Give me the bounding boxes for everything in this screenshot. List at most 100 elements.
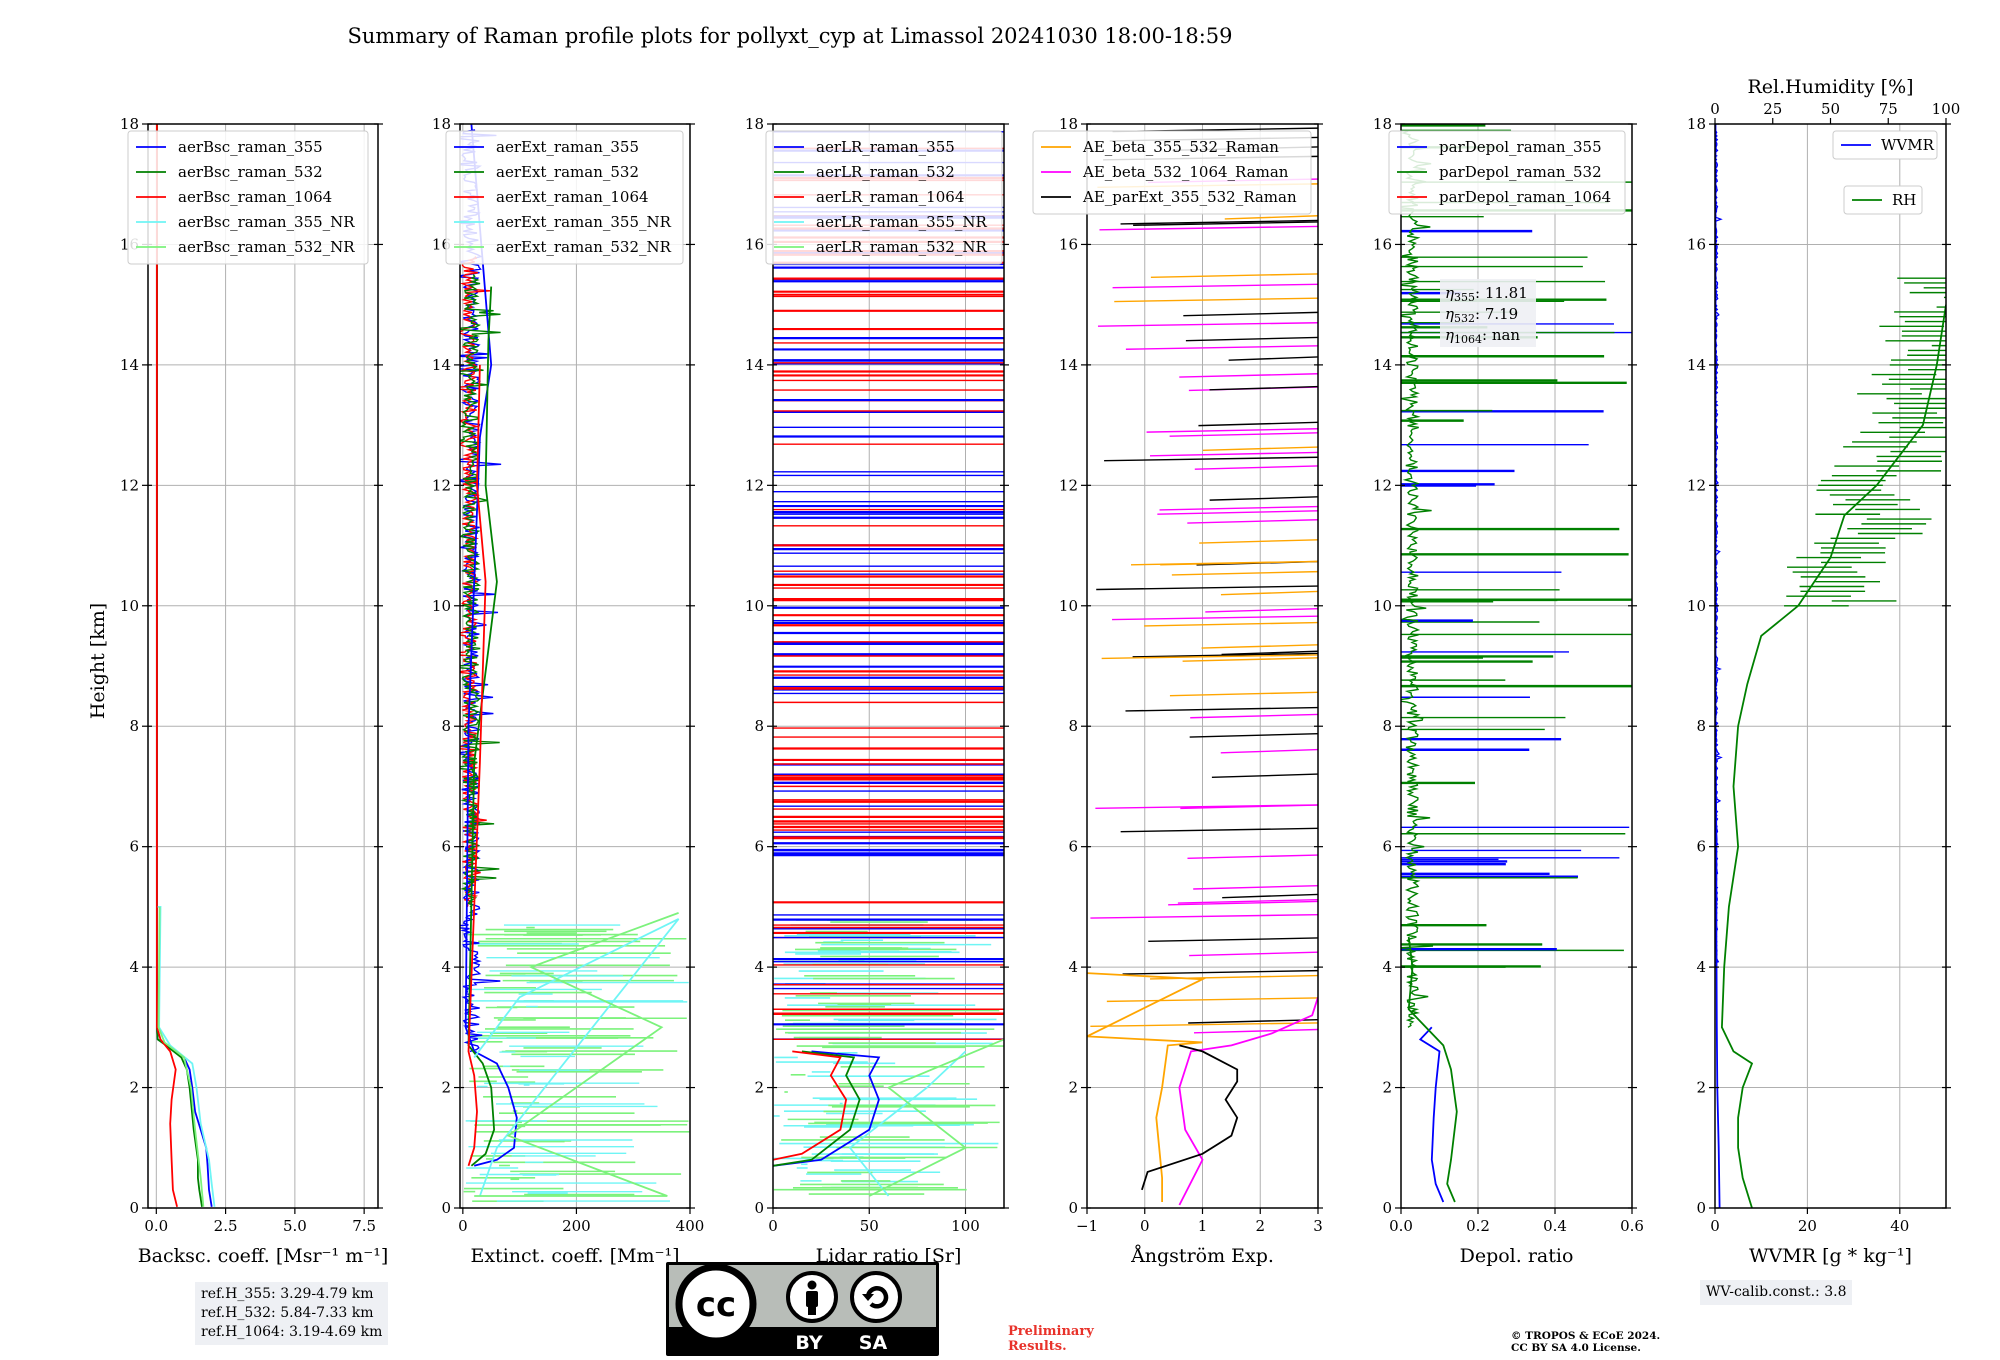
angstrom-segment [1132, 652, 1318, 658]
y-tick-label: 0 [1382, 1199, 1392, 1217]
legend-box [1032, 130, 1312, 215]
angstrom-segment [1125, 706, 1318, 712]
angstrom-segment [1189, 951, 1318, 957]
series-line-parDepol_raman_355 [1418, 1026, 1445, 1203]
y-tick-label: 10 [1373, 597, 1392, 615]
y-tick-label: 4 [1068, 958, 1078, 976]
y-tick-label: 8 [1068, 717, 1078, 735]
legend-entry: aerLR_raman_532 [816, 163, 955, 181]
x-tick-label: 0.2 [1466, 1217, 1490, 1235]
y-tick-label: 8 [1696, 717, 1706, 735]
panel-1-data [155, 124, 216, 1208]
angstrom-segment [1228, 356, 1318, 361]
eta-annotation: η532: 7.19 [1445, 305, 1518, 325]
ref-h-1064: ref.H_1064: 3.19-4.69 km [201, 1324, 383, 1340]
copyright-line-1: © TROPOS & ECoE 2024. [1511, 1330, 1661, 1342]
badge-by-text: BY [795, 1332, 822, 1354]
x-tick-label: 200 [562, 1217, 591, 1235]
y-tick-label: 12 [432, 476, 451, 494]
y-tick-label: 4 [1696, 958, 1706, 976]
y-tick-label: 6 [1382, 838, 1392, 856]
x-tick-label: 40 [1890, 1217, 1909, 1235]
top-tick-label: 50 [1821, 100, 1840, 118]
y-tick-label: 8 [1382, 717, 1392, 735]
legend-entry: aerLR_raman_1064 [816, 188, 964, 206]
angstrom-segment [1209, 385, 1318, 391]
series-line-AE_beta_532_1064_Raman [1178, 996, 1318, 1206]
y-tick-label: 16 [745, 235, 764, 253]
series-line-aerExt_raman_355 [464, 124, 518, 1167]
angstrom-segment [1211, 773, 1318, 779]
y-tick-label: 0 [129, 1199, 139, 1217]
angstrom-segment [1157, 510, 1318, 515]
y-tick-label: 8 [441, 717, 451, 735]
eta-annotation-box [1440, 279, 1536, 347]
y-tick-label: 4 [441, 958, 451, 976]
series-line-aerLR_raman_355 [773, 1050, 881, 1167]
legend-entry: aerExt_raman_355 [496, 138, 639, 156]
angstrom-segment [1221, 650, 1318, 656]
angstrom-segment [1180, 804, 1318, 810]
panel-3-data [773, 131, 1004, 1197]
angstrom-segment [1106, 997, 1318, 1003]
angstrom-segment [1199, 539, 1318, 544]
angstrom-segment [1090, 1022, 1318, 1028]
legend-entry: aerBsc_raman_1064 [178, 188, 332, 206]
angstrom-segment [1144, 621, 1318, 627]
angstrom-segment [1205, 607, 1318, 613]
x-tick-label: 0.6 [1620, 1217, 1644, 1235]
legend-entry: aerLR_raman_355 [816, 138, 955, 156]
y-tick-label: 12 [120, 476, 139, 494]
y-tick-label: 18 [1687, 115, 1706, 133]
series-line-aerLR_raman_1064 [773, 1050, 848, 1161]
x-axis-label: Lidar ratio [Sr] [816, 1245, 962, 1267]
legend-entry: aerBsc_raman_355_NR [178, 213, 355, 231]
legend-entry: aerBsc_raman_532_NR [178, 238, 355, 256]
y-tick-label: 2 [1068, 1079, 1078, 1097]
y-tick-label: 14 [120, 356, 139, 374]
x-tick-label: 0 [768, 1217, 778, 1235]
angstrom-segment [1148, 937, 1318, 943]
x-axis-label: WVMR [g * kg⁻¹] [1749, 1245, 1912, 1267]
angstrom-segment [1188, 1018, 1318, 1024]
profile-noise [1401, 130, 1434, 1028]
series-line-aerExt_raman_532_NR [474, 912, 679, 1197]
legend-entry: AE_beta_532_1064_Raman [1082, 163, 1289, 181]
angstrom-segment [1169, 432, 1318, 437]
x-tick-label: 5.0 [283, 1217, 307, 1235]
y-tick-label: 14 [432, 356, 451, 374]
angstrom-segment [1160, 560, 1318, 566]
angstrom-segment [1190, 713, 1318, 719]
series-line-aerLR_raman_532_NR [868, 1038, 1004, 1197]
figure-title: Summary of Raman profile plots for polly… [347, 24, 1232, 48]
x-tick-label: 400 [676, 1217, 705, 1235]
y-tick-label: 16 [1687, 235, 1706, 253]
legend-box [127, 130, 369, 265]
preliminary-line-1: Preliminary [1008, 1324, 1094, 1339]
y-tick-label: 18 [745, 115, 764, 133]
y-tick-label: 14 [745, 356, 764, 374]
series-line-parDepol_raman_532 [1407, 936, 1458, 1203]
angstrom-segment [1209, 496, 1318, 501]
axes-frame [1400, 123, 1633, 1209]
x-tick-label: 0 [1710, 1217, 1720, 1235]
x-tick-label: 0 [1140, 1217, 1150, 1235]
series-line-RH [1720, 304, 1946, 1208]
x-tick-label: 3 [1313, 1217, 1323, 1235]
ref-h-532: ref.H_532: 5.84-7.33 km [201, 1305, 374, 1321]
angstrom-segment [1220, 748, 1318, 754]
angstrom-segment [1149, 451, 1318, 457]
profile-noise [460, 256, 491, 908]
panel-1: 0.02.55.07.5024681012141618Backsc. coeff… [120, 115, 388, 1267]
angstrom-segment [1097, 322, 1318, 327]
x-tick-label: 0.4 [1543, 1217, 1567, 1235]
angstrom-segment [1187, 854, 1318, 860]
panel-5: 0.0 0.2 0.4 0.6 0 2 4 6 8 10 12 14 16 18 Depol. ratio p… [1373, 115, 1644, 1267]
angstrom-segment [1194, 1028, 1318, 1034]
copyright-line-2: CC BY SA 4.0 License. [1511, 1342, 1641, 1354]
series-line-AE_parExt_355_532_Raman [1141, 1044, 1239, 1191]
wv-calibration-box: WV-calib.const.: 3.8 [1700, 1280, 1853, 1305]
y-tick-label: 4 [129, 958, 139, 976]
top-tick-label: 25 [1763, 100, 1782, 118]
x-tick-label: 0.0 [144, 1217, 168, 1235]
